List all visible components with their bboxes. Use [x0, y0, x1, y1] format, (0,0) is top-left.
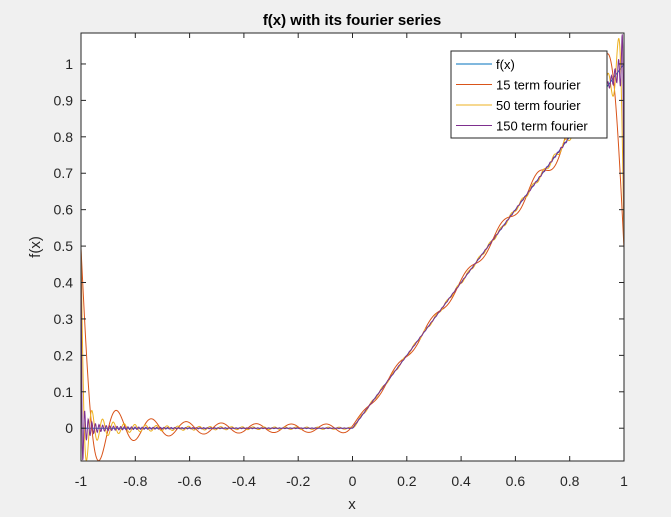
x-tick-label: 0.8: [560, 473, 580, 489]
y-tick-label: 0.7: [54, 165, 74, 181]
x-tick-label: -0.2: [286, 473, 310, 489]
legend-box: [450, 50, 608, 139]
y-axis-label: f(x): [27, 236, 44, 258]
y-tick-label: 0.8: [54, 129, 74, 145]
legend-entries: f(x) 15 term fourier 50 term fourier 150 te…: [456, 57, 588, 134]
y-tick-label: 0.6: [54, 202, 74, 218]
legend-label: 15 term fourier: [496, 78, 581, 93]
x-tick-label: 0: [349, 473, 357, 489]
x-tick-label: 0.4: [451, 473, 471, 489]
legend-label: 50 term fourier: [496, 98, 581, 113]
y-tick-label: 1: [65, 56, 73, 72]
x-tick-label: -1: [75, 473, 88, 489]
legend-label: 150 term fourier: [496, 119, 588, 134]
series-line-15-term: [81, 53, 624, 461]
legend-label: f(x): [496, 57, 515, 72]
series-layer: [81, 34, 624, 461]
series-line-150-term: [81, 34, 624, 461]
x-tick-label: 0.6: [506, 473, 526, 489]
x-tick-label: -0.8: [123, 473, 147, 489]
y-tick-label: 0.1: [54, 384, 74, 400]
x-tick-label: -0.4: [232, 473, 256, 489]
ticks-layer: -1 -0.8 -0.6 -0.4 -0.2 0 0.2 0.4 0.6 0.8 1 0 0.1 0.2 0…: [54, 33, 628, 489]
y-tick-label: 0.9: [54, 92, 74, 108]
y-tick-label: 0.2: [54, 347, 74, 363]
legend[interactable]: f(x) 15 term fourier 50 term fourier 150 te…: [450, 50, 608, 139]
x-tick-label: -0.6: [178, 473, 202, 489]
y-tick-label: 0.3: [54, 311, 74, 327]
y-tick-label: 0.5: [54, 238, 74, 254]
chart-title: f(x) with its fourier series: [263, 12, 441, 29]
x-tick-label: 0.2: [397, 473, 417, 489]
y-tick-label: 0.4: [54, 275, 74, 291]
x-axis-label: x: [348, 496, 356, 513]
y-tick-label: 0: [65, 420, 73, 436]
x-tick-label: 1: [620, 473, 628, 489]
